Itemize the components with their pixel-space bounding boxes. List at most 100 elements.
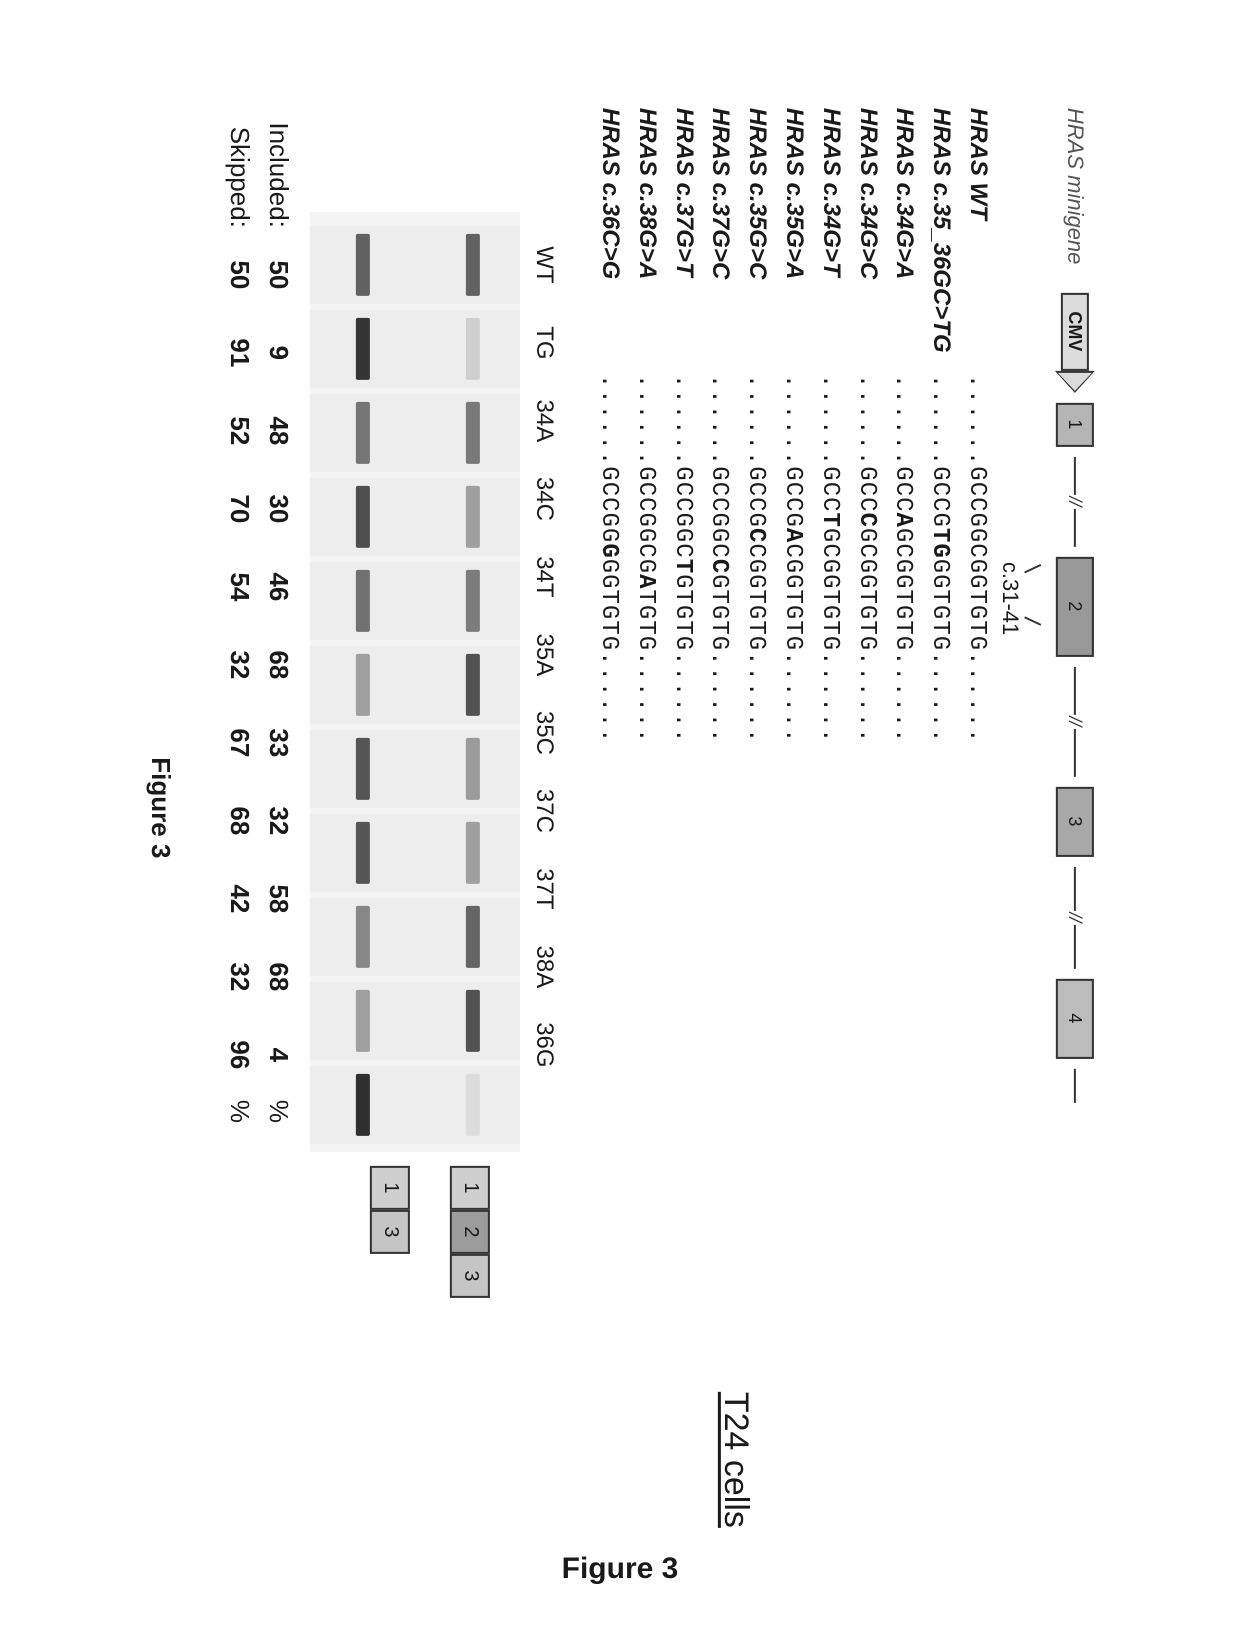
lane-header: WT bbox=[530, 226, 558, 304]
iso-inc-exon3: 3 bbox=[450, 1254, 490, 1298]
sequence-row: HRAS c.36C>G......GCCGGGGGTGTG...... bbox=[590, 108, 627, 1508]
sequence-value: ......GCCAGCGGTGTG...... bbox=[884, 374, 919, 744]
gel-lane bbox=[310, 898, 520, 976]
band-skipped bbox=[356, 1074, 370, 1136]
band-included bbox=[466, 486, 480, 548]
sequence-name: HRAS c.35G>A bbox=[776, 108, 811, 358]
gel-body: 1 2 3 1 3 bbox=[310, 108, 520, 1508]
sequence-name: HRAS c.35G>C bbox=[739, 108, 774, 358]
iso-inc-exon1: 1 bbox=[450, 1166, 490, 1210]
sequence-value: ......GCCGTGGGTGTG...... bbox=[921, 374, 956, 744]
sequence-name: HRAS c.37G>T bbox=[666, 108, 701, 358]
lane-header: 37C bbox=[530, 772, 558, 850]
quant-value: 52 bbox=[220, 392, 259, 470]
band-included bbox=[466, 402, 480, 464]
quant-value: 32 bbox=[220, 938, 259, 1016]
quant-value: 58 bbox=[259, 860, 298, 938]
band-skipped bbox=[356, 654, 370, 716]
quant-value: 50 bbox=[220, 236, 259, 314]
sequence-row: HRAS c.34G>T......GCCTGCGGTGTG...... bbox=[811, 108, 848, 1508]
quant-value: 9 bbox=[259, 314, 298, 392]
band-skipped bbox=[356, 234, 370, 296]
sequence-row: HRAS c.35G>C ......GCCGCCGGTGTG...... bbox=[737, 108, 774, 1508]
cmv-box: CMV bbox=[1061, 292, 1089, 370]
intron-3: // bbox=[1066, 866, 1084, 968]
quant-value: 48 bbox=[259, 392, 298, 470]
figure-label-inner: Figure 3 bbox=[145, 108, 176, 1508]
gel-lane bbox=[310, 646, 520, 724]
band-skipped bbox=[356, 570, 370, 632]
exon-1: 1 bbox=[1056, 402, 1094, 446]
quant-value: 68 bbox=[259, 626, 298, 704]
iso-inc-exon2: 2 bbox=[450, 1210, 490, 1254]
quant-value: 54 bbox=[220, 548, 259, 626]
quant-value: 96 bbox=[220, 1016, 259, 1094]
band-included bbox=[466, 822, 480, 884]
band-included bbox=[466, 906, 480, 968]
band-skipped bbox=[356, 990, 370, 1052]
gel-lane bbox=[310, 1066, 520, 1144]
sequence-table: HRAS WT......GCCGGCGGTGTG......HRAS c.35… bbox=[590, 108, 995, 1508]
quant-row: Skipped:5091527054326768423296% bbox=[220, 108, 259, 1508]
quant-value: 32 bbox=[259, 782, 298, 860]
sequence-name: HRAS c.34G>C bbox=[850, 108, 885, 358]
sequence-row: HRAS c.34G>C......GCCCGCGGTGTG...... bbox=[848, 108, 885, 1508]
sequence-value: ......GCCGGCGATGTG...... bbox=[627, 374, 662, 744]
quant-row: Included:50948304668333258684% bbox=[259, 108, 298, 1508]
quant-value: 68 bbox=[259, 938, 298, 1016]
sequence-row: HRAS c.35G>A ......GCCGACGGTGTG...... bbox=[774, 108, 811, 1508]
sequence-value: ......GCCGGGGGTGTG...... bbox=[590, 374, 625, 744]
lane-header: TG bbox=[530, 304, 558, 382]
quant-value: 91 bbox=[220, 314, 259, 392]
lane-header: 37T bbox=[530, 850, 558, 928]
quant-value: 32 bbox=[220, 626, 259, 704]
sequence-row: HRAS c.37G>C ......GCCGGCCGTGTG...... bbox=[701, 108, 738, 1508]
sequence-name: HRAS c.35_36GC>TG bbox=[923, 108, 958, 358]
lane-header: 35A bbox=[530, 616, 558, 694]
gel-lane bbox=[310, 814, 520, 892]
quant-value: 46 bbox=[259, 548, 298, 626]
lane-headers: WTTG34A34C34T35A35C37C37T38A36G bbox=[530, 226, 558, 1508]
sequence-name: HRAS WT bbox=[960, 108, 995, 358]
intron-2: // bbox=[1066, 666, 1084, 776]
gel-lane bbox=[310, 982, 520, 1060]
figure-label-outer: Figure 3 bbox=[0, 1552, 1240, 1586]
quant-value: 50 bbox=[259, 236, 298, 314]
band-skipped bbox=[356, 486, 370, 548]
sequence-value: ......GCCGGCTGTGTG...... bbox=[664, 374, 699, 744]
sequence-row: HRAS c.34G>A......GCCAGCGGTGTG...... bbox=[884, 108, 921, 1508]
gel-lane bbox=[310, 394, 520, 472]
sequence-value: ......GCCGGCCGTGTG...... bbox=[701, 374, 736, 744]
gel-image bbox=[310, 212, 520, 1152]
quant-label: Included: bbox=[259, 108, 298, 236]
lane-header: 34C bbox=[530, 460, 558, 538]
band-skipped bbox=[356, 318, 370, 380]
minigene-schematic: HRAS minigene CMV 1 // 2 // 3 // 4 bbox=[1055, 108, 1095, 1508]
quant-value: 68 bbox=[220, 782, 259, 860]
band-included bbox=[466, 318, 480, 380]
gel-section: WTTG34A34C34T35A35C37C37T38A36G 1 2 3 1 … bbox=[145, 108, 558, 1508]
gel-lane bbox=[310, 478, 520, 556]
band-included bbox=[466, 738, 480, 800]
quant-value: 4 bbox=[259, 1016, 298, 1094]
sequence-value: ......GCCGACGGTGTG...... bbox=[774, 374, 809, 744]
gel-lane bbox=[310, 226, 520, 304]
sequence-name: HRAS c.34G>T bbox=[813, 108, 848, 358]
minigene-label: HRAS minigene bbox=[1062, 108, 1088, 265]
band-skipped bbox=[356, 738, 370, 800]
sequence-row: HRAS c.38G>A......GCCGGCGATGTG...... bbox=[627, 108, 664, 1508]
band-skipped bbox=[356, 822, 370, 884]
exon-3: 3 bbox=[1056, 786, 1094, 856]
exon2-callout: c.31-41 bbox=[1001, 544, 1041, 1508]
quant-label: Skipped: bbox=[220, 108, 259, 236]
sequence-row: HRAS c.37G>T ......GCCGGCTGTGTG...... bbox=[664, 108, 701, 1508]
sequence-name: HRAS c.37G>C bbox=[703, 108, 738, 358]
lane-header: 34T bbox=[530, 538, 558, 616]
sequence-value: ......GCCGCCGGTGTG...... bbox=[737, 374, 772, 744]
lane-header: 35C bbox=[530, 694, 558, 772]
intron-1: // bbox=[1066, 456, 1084, 546]
gel-lane bbox=[310, 562, 520, 640]
sequence-row: HRAS c.35_36GC>TG ......GCCGTGGGTGTG.....… bbox=[921, 108, 958, 1508]
isoform-included: 1 2 3 bbox=[450, 1166, 490, 1298]
lane-header: 36G bbox=[530, 1006, 558, 1084]
